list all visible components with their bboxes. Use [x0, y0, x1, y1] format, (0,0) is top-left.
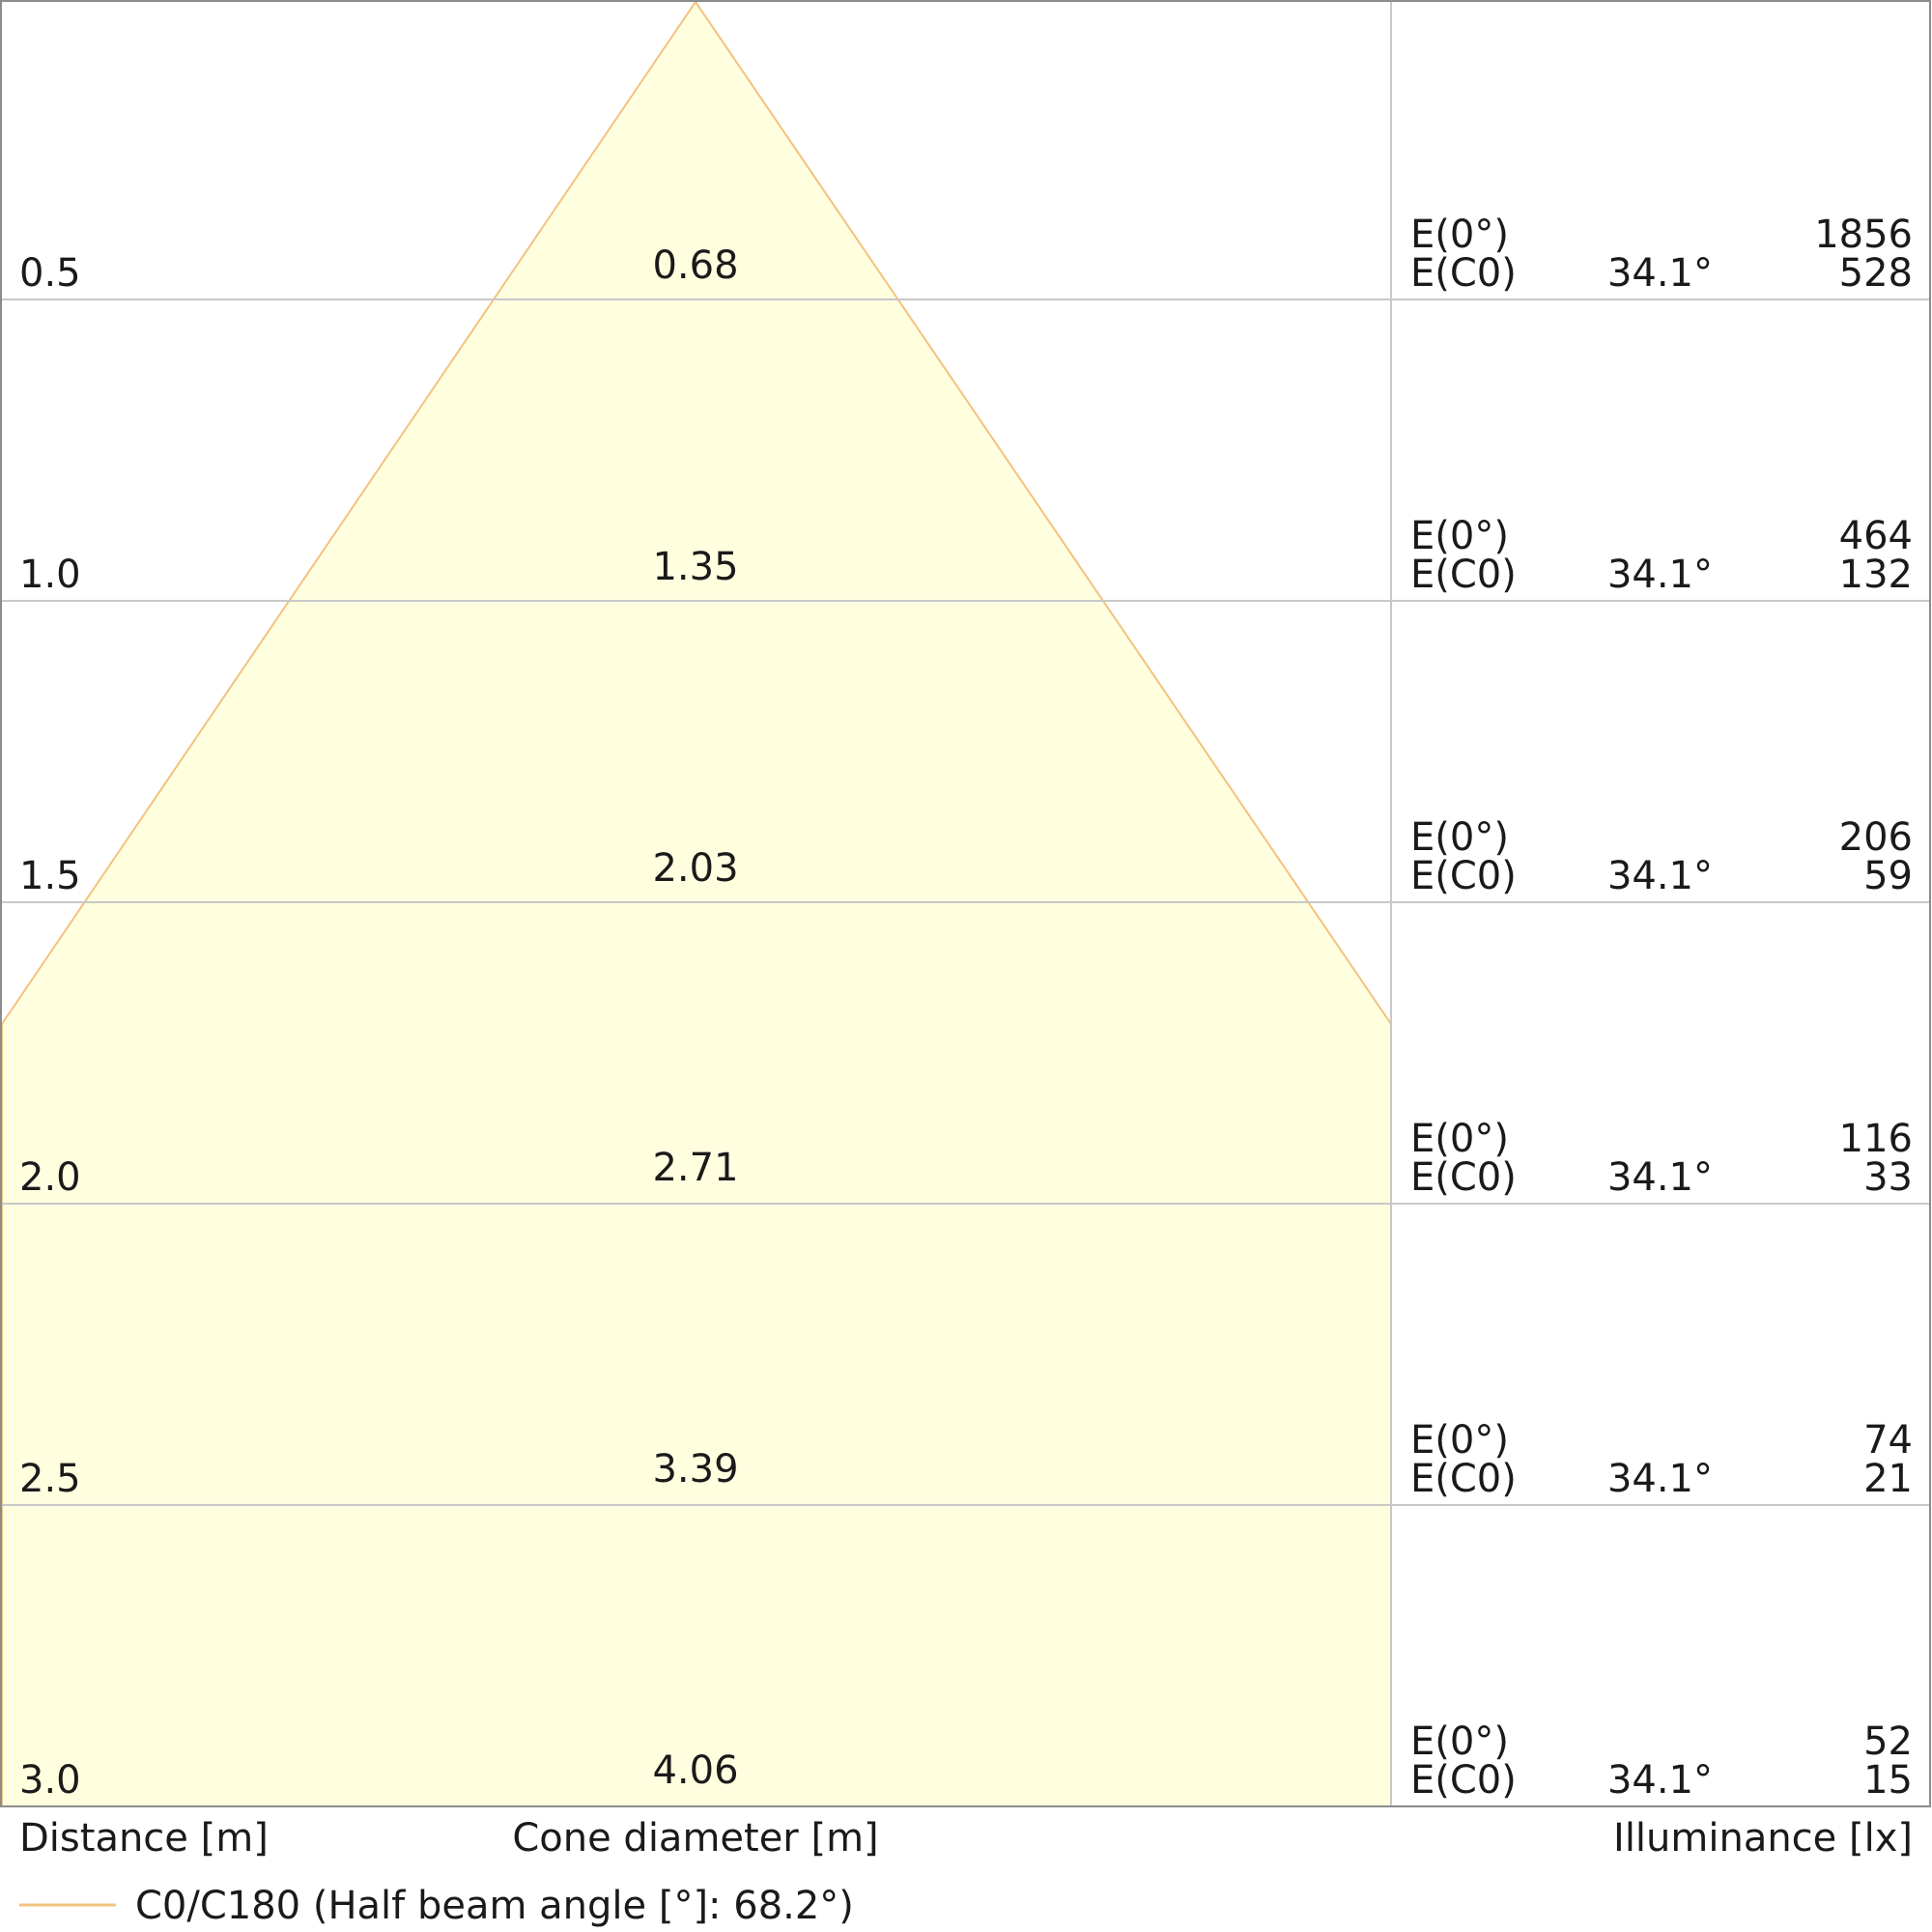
e0-value: 1856 — [1814, 213, 1913, 257]
e0-value: 74 — [1863, 1418, 1913, 1463]
e0-label: E(0°) — [1410, 1418, 1509, 1463]
e0-label: E(0°) — [1410, 213, 1509, 257]
cone-diameter-label: 3.39 — [652, 1447, 738, 1492]
beam-angle-value: 34.1° — [1607, 1758, 1713, 1803]
ec0-label: E(C0) — [1410, 854, 1517, 898]
e0-label: E(0°) — [1410, 1719, 1509, 1764]
cone-diameter-axis-label: Cone diameter [m] — [512, 1816, 878, 1861]
beam-angle-value: 34.1° — [1607, 553, 1713, 597]
beam-angle-value: 34.1° — [1607, 1155, 1713, 1200]
distance-label: 0.5 — [19, 251, 81, 296]
cone-diameter-label: 2.71 — [652, 1146, 738, 1190]
cone-diameter-label: 0.68 — [652, 243, 738, 288]
diagram-frame — [0, 0, 1931, 1807]
ec0-value: 15 — [1863, 1758, 1913, 1803]
distance-axis-label: Distance [m] — [19, 1816, 269, 1861]
beam-angle-value: 34.1° — [1607, 1457, 1713, 1501]
e0-label: E(0°) — [1410, 514, 1509, 558]
distance-label: 2.5 — [19, 1457, 81, 1501]
distance-label: 3.0 — [19, 1758, 81, 1803]
e0-value: 206 — [1839, 815, 1913, 860]
beam-angle-value: 34.1° — [1607, 854, 1713, 898]
ec0-label: E(C0) — [1410, 251, 1517, 296]
distance-label: 1.5 — [19, 854, 81, 898]
ec0-value: 59 — [1863, 854, 1913, 898]
distance-label: 1.0 — [19, 553, 81, 597]
cone-diameter-label: 2.03 — [652, 846, 738, 891]
ec0-label: E(C0) — [1410, 553, 1517, 597]
ec0-value: 33 — [1863, 1155, 1913, 1200]
e0-value: 116 — [1839, 1117, 1913, 1161]
beam-angle-value: 34.1° — [1607, 251, 1713, 296]
cone-diameter-label: 4.06 — [652, 1748, 738, 1793]
ec0-value: 528 — [1839, 251, 1913, 296]
distance-label: 2.0 — [19, 1155, 81, 1200]
ec0-label: E(C0) — [1410, 1457, 1517, 1501]
e0-value: 52 — [1863, 1719, 1913, 1764]
e0-value: 464 — [1839, 514, 1913, 558]
e0-label: E(0°) — [1410, 1117, 1509, 1161]
illuminance-axis-label: Illuminance [lx] — [1613, 1816, 1913, 1861]
ec0-value: 21 — [1863, 1457, 1913, 1501]
e0-label: E(0°) — [1410, 815, 1509, 860]
ec0-label: E(C0) — [1410, 1155, 1517, 1200]
ec0-value: 132 — [1839, 553, 1913, 597]
legend-label: C0/C180 (Half beam angle [°]: 68.2°) — [135, 1884, 854, 1928]
ec0-label: E(C0) — [1410, 1758, 1517, 1803]
cone-diameter-label: 1.35 — [652, 545, 738, 589]
